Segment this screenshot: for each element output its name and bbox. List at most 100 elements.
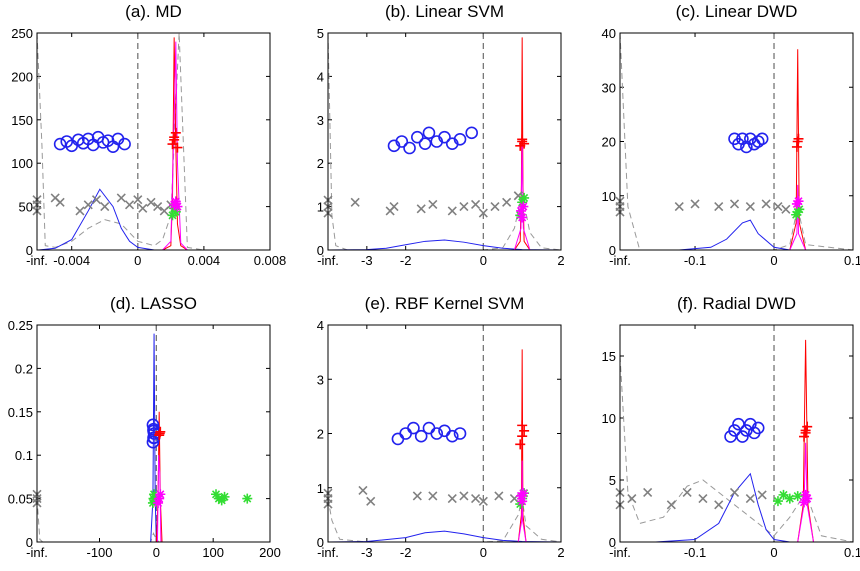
point bbox=[366, 496, 376, 506]
y-tick-label: 3 bbox=[317, 113, 324, 128]
y-tick-label: 0 bbox=[26, 535, 33, 550]
chart-title: (a). MD bbox=[125, 2, 182, 21]
chart-title: (b). Linear SVM bbox=[385, 2, 504, 21]
density-curve bbox=[789, 184, 807, 251]
density-curve bbox=[517, 349, 527, 543]
y-tick-label: 0.15 bbox=[8, 405, 33, 420]
point bbox=[412, 491, 422, 501]
chart-title: (e). RBF Kernel SVM bbox=[365, 294, 525, 313]
density-curve bbox=[38, 188, 270, 251]
point bbox=[732, 417, 745, 431]
y-tick-label: 2 bbox=[317, 156, 324, 171]
point bbox=[411, 130, 424, 144]
y-tick-label: 30 bbox=[602, 80, 616, 95]
x-tick-label: -3 bbox=[361, 253, 373, 268]
point bbox=[118, 137, 131, 151]
y-tick-label: 3 bbox=[317, 372, 324, 387]
y-tick-label: 40 bbox=[602, 26, 616, 41]
point bbox=[169, 134, 180, 145]
point bbox=[242, 493, 253, 504]
x-tick-label: 0 bbox=[770, 253, 777, 268]
point bbox=[682, 487, 692, 497]
point bbox=[519, 192, 530, 203]
x-tick-label: 0 bbox=[480, 545, 487, 560]
point bbox=[170, 127, 181, 138]
point bbox=[153, 497, 164, 508]
point bbox=[478, 208, 488, 218]
point bbox=[773, 202, 783, 212]
y-tick-label: 0 bbox=[26, 243, 33, 258]
point bbox=[757, 490, 767, 500]
point bbox=[170, 196, 181, 207]
point bbox=[471, 199, 481, 209]
plot-frame bbox=[619, 324, 854, 543]
x-tick-label: -0.1 bbox=[684, 545, 706, 560]
point bbox=[414, 429, 428, 443]
x-tick-label: 2 bbox=[557, 253, 564, 268]
plot-frame bbox=[327, 32, 562, 251]
point bbox=[153, 202, 163, 212]
point bbox=[428, 199, 438, 209]
x-tick-label: -inf. bbox=[317, 253, 339, 268]
x-tick-label: 200 bbox=[259, 545, 281, 560]
point bbox=[453, 427, 467, 440]
chart-title: (c). Linear DWD bbox=[676, 2, 798, 21]
point bbox=[445, 429, 459, 443]
point bbox=[395, 135, 409, 148]
point bbox=[146, 418, 160, 432]
point bbox=[517, 134, 528, 145]
point bbox=[802, 421, 813, 432]
density-curve bbox=[36, 32, 270, 251]
point bbox=[714, 500, 724, 510]
y-tick-label: 20 bbox=[602, 135, 616, 150]
point bbox=[791, 209, 802, 220]
point bbox=[517, 420, 528, 431]
y-tick-label: 5 bbox=[317, 26, 324, 41]
point bbox=[745, 202, 755, 212]
point bbox=[761, 199, 771, 209]
panel: (e). RBF Kernel SVM -inf. -3 -2 0 2 0 1 2 3 4 bbox=[317, 294, 565, 560]
point bbox=[430, 427, 444, 440]
chart-title: (f). Radial DWD bbox=[677, 294, 796, 313]
density-curve bbox=[327, 530, 562, 543]
density-curve bbox=[150, 333, 157, 543]
y-tick-label: 1 bbox=[317, 481, 324, 496]
point bbox=[802, 493, 813, 504]
point bbox=[729, 199, 740, 209]
x-tick-label: -2 bbox=[400, 253, 412, 268]
plot-frame bbox=[327, 324, 562, 543]
point bbox=[515, 439, 526, 450]
density-curve bbox=[797, 442, 815, 543]
y-tick-label: 0.1 bbox=[15, 448, 33, 463]
x-tick-label: -inf. bbox=[26, 545, 48, 560]
panel: (f). Radial DWD -inf. -0.1 0 0.1 0 5 10 15 bbox=[602, 294, 860, 560]
point bbox=[169, 199, 180, 210]
density-curve bbox=[655, 472, 790, 543]
point bbox=[714, 202, 724, 212]
y-tick-label: 0 bbox=[609, 243, 616, 258]
density-curve bbox=[619, 32, 854, 251]
point bbox=[778, 489, 789, 500]
point bbox=[149, 489, 160, 500]
point bbox=[172, 201, 183, 212]
point bbox=[781, 204, 791, 214]
point bbox=[724, 430, 737, 443]
y-tick-label: 10 bbox=[602, 189, 616, 204]
point bbox=[478, 496, 488, 506]
point bbox=[729, 487, 740, 497]
point bbox=[211, 489, 222, 500]
point bbox=[517, 212, 528, 223]
x-tick-label: 0.004 bbox=[188, 253, 221, 268]
point bbox=[459, 202, 469, 212]
point bbox=[519, 138, 530, 149]
density-curve bbox=[517, 460, 527, 543]
y-tick-label: 2 bbox=[317, 427, 324, 442]
plot-frame bbox=[619, 32, 854, 251]
point bbox=[389, 202, 399, 212]
y-tick-label: 4 bbox=[317, 69, 324, 84]
point bbox=[728, 424, 741, 437]
point bbox=[138, 203, 148, 213]
point bbox=[519, 425, 530, 436]
point bbox=[428, 491, 438, 501]
